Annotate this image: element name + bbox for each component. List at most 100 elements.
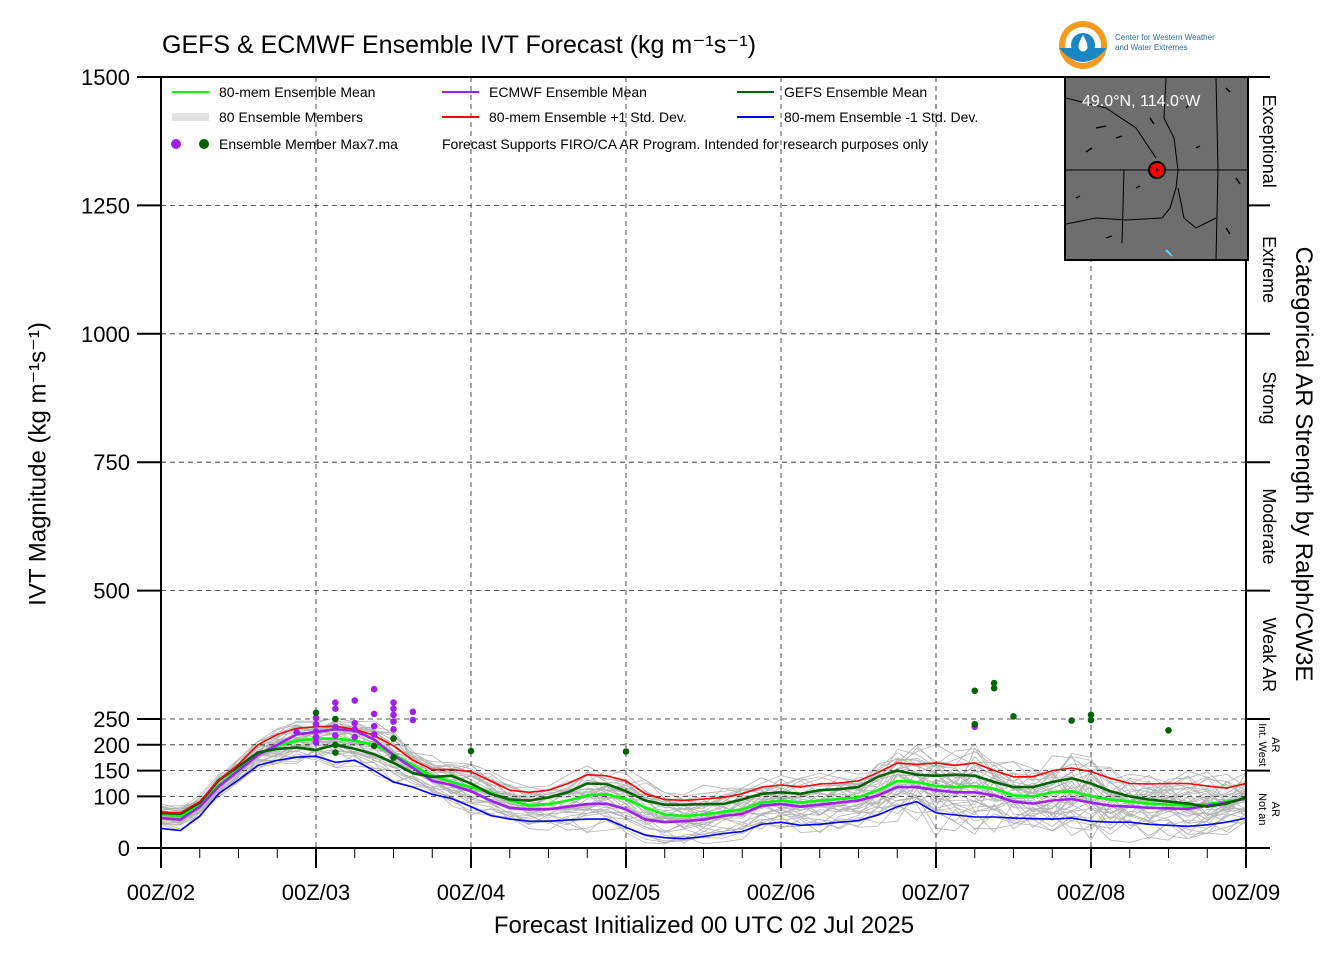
member-max-point [1087, 711, 1095, 719]
member-max-point [332, 705, 339, 713]
y-tick-label: 200 [93, 733, 130, 758]
cw3e-logo-icon [1059, 21, 1107, 69]
member-max-point [390, 699, 397, 706]
member-max-point [332, 723, 339, 731]
category-label: Moderate [1259, 488, 1279, 564]
member-max-point [312, 728, 320, 735]
inset-coordinates: 49.0°N, 114.0°W [1082, 93, 1201, 110]
category-label: Strong [1259, 371, 1279, 424]
category-label: Extreme [1259, 236, 1279, 303]
x-tick-label: 00Z/08 [1057, 880, 1126, 905]
member-max-point [293, 728, 300, 736]
member-max-point [390, 705, 397, 713]
legend-label: 80-mem Ensemble +1 Std. Dev. [489, 109, 687, 125]
legend-label: 80-mem Ensemble -1 Std. Dev. [784, 109, 978, 125]
category-label: Exceptional [1259, 95, 1279, 188]
member-max-point [351, 726, 359, 733]
category-label: Not an [1256, 793, 1268, 825]
y-tick-label: 0 [118, 836, 130, 861]
member-max-point [1010, 713, 1017, 720]
legend-dot-ecmwf [171, 139, 181, 149]
y-tick-label: 1000 [81, 322, 130, 347]
member-max-point [312, 738, 320, 746]
member-max-point [351, 697, 359, 704]
y-tick-label: 100 [93, 784, 130, 809]
x-tick-label: 00Z/02 [127, 880, 196, 905]
series-line [160, 725, 1247, 814]
series-lines [160, 725, 1247, 840]
grid-lines [161, 77, 1246, 848]
y-tick-label: 750 [93, 450, 130, 475]
member-max-point [351, 719, 359, 727]
x-tick-label: 00Z/04 [437, 880, 506, 905]
location-inset-map: 49.0°N, 114.0°W [1064, 76, 1249, 261]
ensemble-member-line [160, 720, 1247, 812]
category-label: AR [1269, 802, 1281, 817]
member-max-point [312, 709, 320, 717]
x-tick-label: 00Z/06 [747, 880, 816, 905]
x-axis-label: Forecast Initialized 00 UTC 02 Jul 2025 [493, 912, 915, 939]
category-label: AR [1269, 737, 1281, 752]
member-max-point [332, 732, 339, 739]
y-tick-label: 250 [93, 707, 130, 732]
category-label: Int. West [1256, 723, 1268, 766]
x-tick-label: 00Z/05 [592, 880, 661, 905]
member-max-point [390, 726, 397, 733]
member-max-point [351, 733, 359, 741]
member-max-point [990, 679, 998, 687]
legend-label: Ensemble Member Max7.ma [219, 136, 398, 152]
member-max-point [1087, 716, 1095, 724]
category-label: Weak AR [1259, 617, 1279, 692]
ensemble-member-line [160, 740, 1247, 825]
member-max-point [622, 748, 630, 755]
legend-label: ECMWF Ensemble Mean [489, 84, 647, 100]
series-line [160, 755, 1247, 840]
right-axis-label: Categorical AR Strength by Ralph/CW3E [1290, 246, 1317, 682]
member-max-point [370, 731, 378, 738]
legend-label: 80 Ensemble Members [219, 109, 363, 125]
member-max-points [293, 679, 1172, 761]
member-max-point [1068, 717, 1075, 724]
member-max-point [370, 710, 378, 718]
legend-note: Forecast Supports FIRO/CA AR Program. In… [442, 136, 928, 152]
member-max-point [390, 718, 397, 725]
member-max-point [312, 714, 320, 722]
inset-map-drawing [1066, 78, 1247, 259]
series-line [160, 727, 1247, 824]
member-max-point [467, 747, 475, 755]
ensemble-member-line [160, 719, 1247, 811]
member-max-point [370, 685, 378, 693]
y-tick-label: 1500 [81, 65, 130, 90]
member-max-point [312, 720, 320, 728]
member-max-point [390, 754, 397, 761]
member-max-point [312, 733, 320, 741]
ensemble-member-line [160, 749, 1247, 844]
cw3e-logo: Center for Western Weather and Water Ext… [1057, 18, 1247, 74]
member-max-point [332, 699, 339, 706]
member-max-point [971, 687, 979, 695]
member-max-point [971, 720, 979, 728]
x-tick-label: 00Z/09 [1212, 880, 1281, 905]
member-max-point [370, 742, 378, 750]
y-tick-label: 500 [93, 579, 130, 604]
member-max-point [370, 722, 378, 730]
ensemble-member-line [160, 750, 1247, 836]
member-max-point [390, 735, 397, 742]
member-max-point [990, 684, 998, 692]
legend-label: GEFS Ensemble Mean [784, 84, 927, 100]
member-max-point [332, 741, 339, 749]
member-max-point [409, 708, 417, 716]
member-max-point [1165, 727, 1172, 734]
logo-text-line2: and Water Extremes [1115, 43, 1188, 52]
member-max-point [332, 715, 339, 723]
legend: 80-mem Ensemble Mean 80 Ensemble Members E… [171, 84, 978, 152]
y-tick-label: 1250 [81, 193, 130, 218]
member-max-point [409, 716, 417, 724]
logo-text-line1: Center for Western Weather [1115, 33, 1215, 42]
x-tick-label: 00Z/07 [902, 880, 971, 905]
legend-label: 80-mem Ensemble Mean [219, 84, 375, 100]
y-axis-label: IVT Magnitude (kg m⁻¹s⁻¹) [24, 322, 52, 606]
legend-dot-gefs [199, 139, 209, 149]
